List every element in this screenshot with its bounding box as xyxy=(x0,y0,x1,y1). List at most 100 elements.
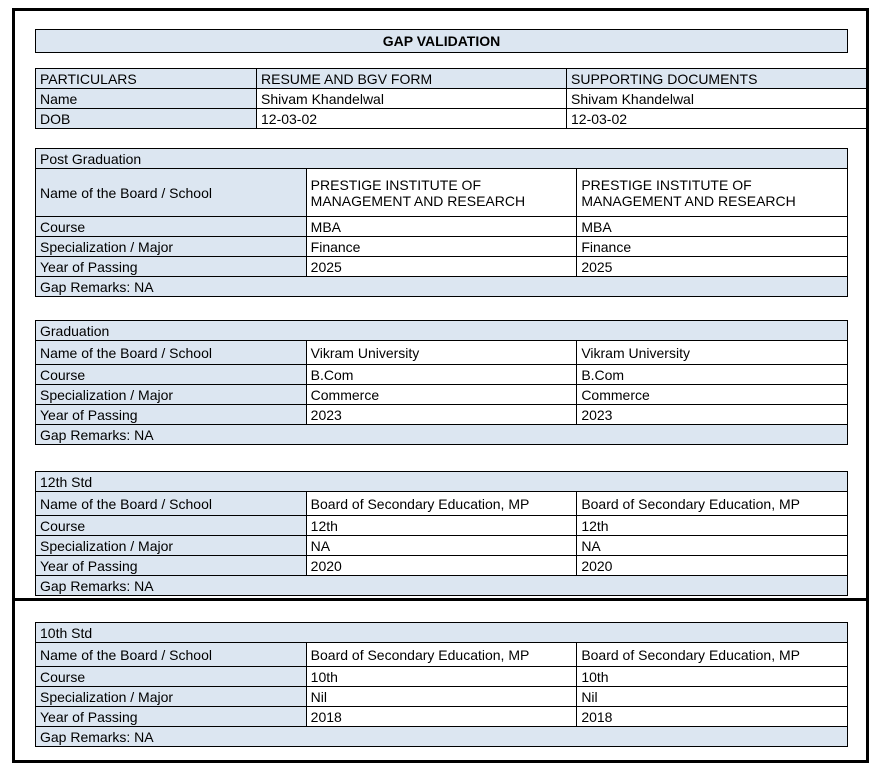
row-label-year: Year of Passing xyxy=(35,256,307,277)
gap-remarks: Gap Remarks: NA xyxy=(35,424,848,445)
upper-page-section: GAP VALIDATION PARTICULARS RESUME AND BG… xyxy=(15,11,866,598)
section-table-post-graduation: Post Graduation Name of the Board / Scho… xyxy=(35,148,848,297)
row-label-board: Name of the Board / School xyxy=(35,642,307,667)
table-row: Specialization / Major Nil Nil xyxy=(35,686,848,707)
row-label-name: Name xyxy=(35,88,257,109)
row-label-specialization: Specialization / Major xyxy=(35,384,307,405)
row-label-board: Name of the Board / School xyxy=(35,491,307,516)
cell-board-resume: PRESTIGE INSTITUTE OF MANAGEMENT AND RES… xyxy=(305,168,578,217)
cell-course-resume: 12th xyxy=(305,515,578,536)
cell-year-supporting: 2018 xyxy=(576,706,848,727)
table-row: Course 10th 10th xyxy=(35,666,848,687)
table-row: Year of Passing 2025 2025 xyxy=(35,256,848,277)
gap-remarks-row: Gap Remarks: NA xyxy=(35,276,848,297)
document-title-bar: GAP VALIDATION xyxy=(35,29,848,53)
gap-remarks: Gap Remarks: NA xyxy=(35,575,848,596)
cell-year-supporting: 2023 xyxy=(576,404,848,425)
row-label-year: Year of Passing xyxy=(35,706,307,727)
cell-year-resume: 2025 xyxy=(305,256,578,277)
cell-board-resume: Board of Secondary Education, MP xyxy=(305,642,578,667)
gap-remarks: Gap Remarks: NA xyxy=(35,726,848,747)
gap-remarks-row: Gap Remarks: NA xyxy=(35,575,848,596)
row-label-course: Course xyxy=(35,364,307,385)
table-row: Name Shivam Khandelwal Shivam Khandelwal xyxy=(35,88,866,109)
section-heading: 12th Std xyxy=(35,471,848,492)
row-label-year: Year of Passing xyxy=(35,404,307,425)
cell-dob-resume: 12-03-02 xyxy=(256,108,567,129)
cell-course-resume: MBA xyxy=(305,216,578,237)
cell-course-supporting: B.Com xyxy=(576,364,848,385)
table-row: Name of the Board / School Board of Seco… xyxy=(35,642,848,667)
cell-year-resume: 2023 xyxy=(305,404,578,425)
cell-specialization-resume: Commerce xyxy=(305,384,578,405)
row-label-board: Name of the Board / School xyxy=(35,340,307,365)
section-heading-row: 10th Std xyxy=(35,622,848,643)
cell-course-supporting: MBA xyxy=(576,216,848,237)
cell-board-resume: Board of Secondary Education, MP xyxy=(305,491,578,516)
cell-course-supporting: 10th xyxy=(576,666,848,687)
row-label-specialization: Specialization / Major xyxy=(35,236,307,257)
table-row: DOB 12-03-02 12-03-02 xyxy=(35,108,866,129)
row-label-specialization: Specialization / Major xyxy=(35,686,307,707)
section-heading: Post Graduation xyxy=(35,148,848,169)
table-row: Course 12th 12th xyxy=(35,515,848,536)
section-heading-row: Graduation xyxy=(35,320,848,341)
cell-board-resume: Vikram University xyxy=(305,340,578,365)
cell-name-supporting: Shivam Khandelwal xyxy=(566,88,866,109)
table-row: Specialization / Major Commerce Commerce xyxy=(35,384,848,405)
table-header-row: PARTICULARS RESUME AND BGV FORM SUPPORTI… xyxy=(35,68,866,89)
cell-name-resume: Shivam Khandelwal xyxy=(256,88,567,109)
cell-course-resume: 10th xyxy=(305,666,578,687)
row-label-year: Year of Passing xyxy=(35,555,307,576)
section-table-10th-std: 10th Std Name of the Board / School Boar… xyxy=(35,622,848,747)
section-heading-row: Post Graduation xyxy=(35,148,848,169)
cell-specialization-supporting: NA xyxy=(576,535,848,556)
row-label-dob: DOB xyxy=(35,108,257,129)
col-header-supporting-docs: SUPPORTING DOCUMENTS xyxy=(566,68,866,89)
row-label-course: Course xyxy=(35,216,307,237)
cell-year-resume: 2018 xyxy=(305,706,578,727)
table-row: Name of the Board / School Vikram Univer… xyxy=(35,340,848,365)
cell-board-supporting: PRESTIGE INSTITUTE OF MANAGEMENT AND RES… xyxy=(576,168,848,217)
cell-dob-supporting: 12-03-02 xyxy=(566,108,866,129)
lower-page-section: 10th Std Name of the Board / School Boar… xyxy=(15,601,866,760)
cell-specialization-resume: Nil xyxy=(305,686,578,707)
cell-year-supporting: 2020 xyxy=(576,555,848,576)
page-break-divider xyxy=(15,598,866,601)
cell-course-resume: B.Com xyxy=(305,364,578,385)
gap-remarks-row: Gap Remarks: NA xyxy=(35,424,848,445)
section-heading: Graduation xyxy=(35,320,848,341)
row-label-specialization: Specialization / Major xyxy=(35,535,307,556)
gap-remarks-row: Gap Remarks: NA xyxy=(35,726,848,747)
table-row: Course B.Com B.Com xyxy=(35,364,848,385)
table-row: Year of Passing 2020 2020 xyxy=(35,555,848,576)
cell-specialization-supporting: Finance xyxy=(576,236,848,257)
table-row: Year of Passing 2018 2018 xyxy=(35,706,848,727)
particulars-table: PARTICULARS RESUME AND BGV FORM SUPPORTI… xyxy=(35,68,866,129)
row-label-course: Course xyxy=(35,666,307,687)
col-header-resume-bgv: RESUME AND BGV FORM xyxy=(256,68,567,89)
cell-specialization-supporting: Nil xyxy=(576,686,848,707)
section-table-graduation: Graduation Name of the Board / School Vi… xyxy=(35,320,848,445)
cell-year-supporting: 2025 xyxy=(576,256,848,277)
row-label-course: Course xyxy=(35,515,307,536)
cell-board-supporting: Board of Secondary Education, MP xyxy=(576,642,848,667)
page-border-box: GAP VALIDATION PARTICULARS RESUME AND BG… xyxy=(12,8,869,763)
col-header-particulars: PARTICULARS xyxy=(35,68,257,89)
table-row: Specialization / Major Finance Finance xyxy=(35,236,848,257)
section-heading-row: 12th Std xyxy=(35,471,848,492)
gap-remarks: Gap Remarks: NA xyxy=(35,276,848,297)
table-row: Specialization / Major NA NA xyxy=(35,535,848,556)
table-row: Course MBA MBA xyxy=(35,216,848,237)
table-row: Name of the Board / School PRESTIGE INST… xyxy=(35,168,848,217)
cell-year-resume: 2020 xyxy=(305,555,578,576)
cell-course-supporting: 12th xyxy=(576,515,848,536)
table-row: Year of Passing 2023 2023 xyxy=(35,404,848,425)
table-row: Name of the Board / School Board of Seco… xyxy=(35,491,848,516)
cell-specialization-resume: NA xyxy=(305,535,578,556)
cell-board-supporting: Vikram University xyxy=(576,340,848,365)
cell-specialization-resume: Finance xyxy=(305,236,578,257)
section-heading: 10th Std xyxy=(35,622,848,643)
page-title: GAP VALIDATION xyxy=(382,33,501,49)
cell-board-supporting: Board of Secondary Education, MP xyxy=(576,491,848,516)
